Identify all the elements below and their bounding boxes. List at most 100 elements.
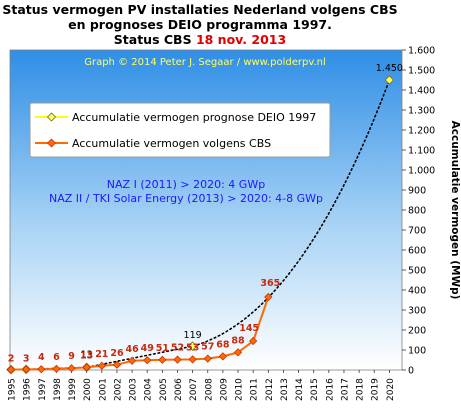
x-tick-label: 2016: [325, 378, 335, 401]
x-tick-label: 2012: [265, 378, 275, 401]
point-cbs: [6, 365, 16, 374]
point-cbs: [158, 355, 167, 364]
x-tick-label: 2018: [356, 378, 366, 401]
x-tick-label: 2006: [174, 378, 184, 401]
y-tick-label: 800: [408, 206, 426, 217]
chart-title: Status vermogen PV installaties Nederlan…: [0, 2, 400, 47]
point-cbs: [249, 336, 258, 346]
data-label-cbs: 2: [8, 354, 15, 365]
y-tick-label: 1.600: [408, 46, 435, 57]
point-cbs: [233, 348, 243, 357]
x-tick-label: 1999: [68, 378, 78, 401]
x-tick-label: 1995: [8, 378, 18, 401]
data-label-cbs: 21: [95, 349, 108, 360]
x-tick-label: 2015: [310, 378, 320, 401]
y-tick-label: 600: [408, 246, 426, 257]
legend: Accumulatie vermogen prognose DEIO 1997 …: [29, 102, 331, 158]
point-deio: [187, 341, 198, 351]
x-tick-label: 2000: [83, 378, 93, 401]
chart-title-line1: Status vermogen PV installaties Nederlan…: [2, 2, 398, 17]
data-label-deio: 119: [184, 330, 202, 341]
y-tick-label: 1.100: [408, 146, 435, 157]
chart-title-line3: Status CBS 18 nov. 2013: [0, 32, 400, 47]
note-naz1: NAZ I (2011) > 2020: 4 GWp: [107, 178, 265, 191]
point-cbs: [188, 355, 197, 364]
x-tick-label: 2009: [219, 378, 229, 401]
data-label-cbs: 53: [186, 342, 199, 353]
x-tick-label: 2020: [386, 378, 396, 401]
x-tick-label: 2002: [113, 378, 123, 401]
data-label-cbs: 3: [23, 353, 30, 364]
data-label-cbs: 46: [125, 344, 139, 355]
point-cbs: [218, 352, 227, 361]
y-tick-label: 1.300: [408, 106, 435, 117]
data-label-cbs: 9: [68, 351, 75, 362]
data-label-cbs: 88: [231, 335, 245, 346]
credit-text: Graph © 2014 Peter J. Segaar / www.polde…: [84, 57, 326, 68]
point-cbs: [203, 354, 212, 363]
y-tick-label: 1.400: [408, 86, 435, 97]
point-deio: [384, 75, 395, 85]
data-label-cbs: 365: [260, 278, 280, 289]
point-cbs: [173, 355, 182, 364]
data-label-cbs: 57: [201, 342, 214, 353]
point-cbs: [37, 365, 46, 374]
y-tick-label: 0: [408, 366, 414, 377]
x-tick-label: 2003: [129, 378, 139, 401]
data-label-cbs: 26: [110, 348, 124, 359]
y-tick-label: 700: [408, 226, 426, 237]
legend-marker-deio: [47, 112, 56, 122]
x-tick-label: 2004: [144, 378, 154, 401]
x-tick-label: 2007: [189, 378, 199, 401]
x-tick-label: 2019: [371, 378, 381, 401]
chart-title-line2: en prognoses DEIO programma 1997.: [68, 17, 332, 32]
y-tick-label: 500: [408, 266, 426, 277]
point-cbs: [143, 356, 152, 365]
data-label-deio: 3: [23, 353, 29, 364]
y-tick-label: 900: [408, 186, 426, 197]
y-tick-label: 1.500: [408, 66, 435, 77]
x-tick-label: 2001: [98, 378, 108, 401]
y-tick-label: 1.000: [408, 166, 435, 177]
x-tick-label: 2014: [295, 378, 305, 401]
x-tick-label: 1997: [38, 378, 48, 401]
x-tick-label: 2013: [280, 378, 290, 401]
data-label-cbs: 51: [156, 343, 169, 354]
legend-marker-cbs: [47, 138, 56, 148]
data-label-cbs: 13: [80, 350, 93, 361]
data-label-deio: 2: [8, 354, 14, 365]
x-tick-label: 1998: [53, 378, 63, 401]
data-label-cbs: 6: [53, 352, 60, 363]
legend-label-cbs: Accumulatie vermogen volgens CBS: [72, 137, 271, 150]
data-label-cbs: 145: [239, 323, 259, 334]
y-tick-label: 300: [408, 306, 426, 317]
legend-label-deio: Accumulatie vermogen prognose DEIO 1997: [72, 111, 316, 124]
y-tick-label: 100: [408, 346, 426, 357]
chart-title-status: Status CBS: [113, 32, 196, 47]
x-tick-label: 2005: [159, 378, 169, 401]
x-tick-label: 2010: [235, 378, 245, 401]
x-tick-label: 2017: [340, 378, 350, 401]
x-tick-label: 2011: [250, 378, 260, 401]
data-label-cbs: 68: [216, 339, 230, 350]
plot-area: [9, 49, 403, 371]
point-cbs: [127, 356, 137, 365]
data-label-deio: 1.450: [376, 63, 403, 74]
point-cbs: [22, 365, 31, 374]
point-cbs: [67, 364, 76, 373]
y-tick-label: 400: [408, 286, 426, 297]
data-label-cbs: 4: [38, 352, 45, 363]
point-cbs: [112, 360, 122, 369]
point-cbs: [52, 364, 61, 373]
x-tick-label: 2008: [204, 378, 214, 401]
y-axis-title: Accumulatie vermogen (MWp): [449, 121, 461, 300]
y-tick-label: 200: [408, 326, 426, 337]
data-label-cbs: 49: [141, 343, 154, 354]
y-tick-label: 1.200: [408, 126, 435, 137]
legend-box: [29, 102, 331, 158]
data-label-deio: 13: [81, 349, 93, 360]
note-naz2: NAZ II / TKI Solar Energy (2013) > 2020:…: [49, 192, 323, 205]
point-cbs: [82, 363, 91, 372]
data-label-cbs: 52: [171, 343, 184, 354]
